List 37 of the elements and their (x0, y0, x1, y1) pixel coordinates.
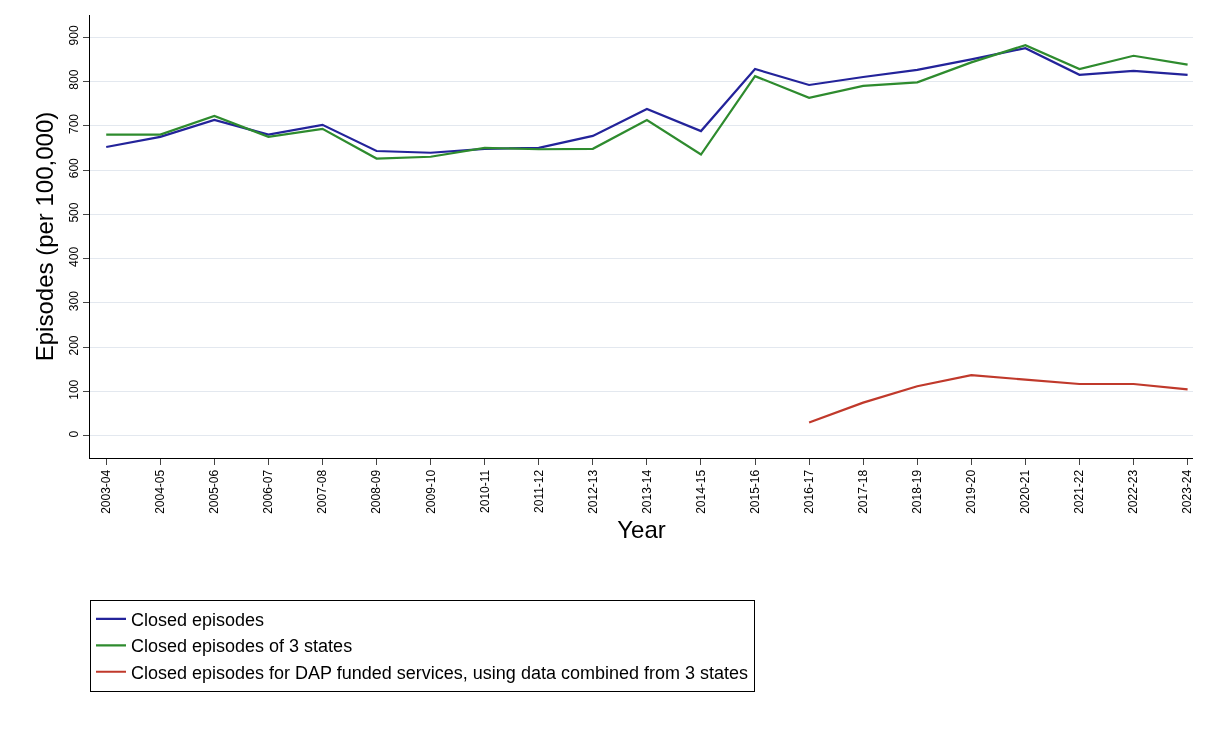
x-axis-title: Year (617, 516, 666, 544)
line-series (808, 374, 1189, 424)
x-tick-label: 2021-22 (1072, 469, 1087, 514)
y-tick-label: 200 (67, 335, 82, 356)
y-tick-label: 600 (67, 157, 82, 179)
y-axis-title: Episodes (per 100,000) (31, 111, 59, 362)
y-tick-label: 300 (67, 290, 82, 312)
x-tick-label: 2012-13 (585, 469, 600, 514)
x-tick-label: 2008-09 (369, 469, 384, 514)
x-tick-label: 2011-12 (531, 469, 546, 513)
x-tick-label: 2004-05 (153, 469, 168, 514)
x-tick-label: 2005-06 (207, 469, 222, 514)
y-tick-label: 900 (67, 25, 82, 46)
x-tick-label: 2006-07 (261, 469, 276, 514)
x-tick-label: 2017-18 (856, 469, 871, 514)
x-tick-label: 2022-23 (1126, 469, 1141, 514)
x-tick-label: 2014-15 (693, 469, 708, 514)
x-tick-label: 2009-10 (423, 469, 438, 514)
y-tick-label: 700 (67, 113, 82, 134)
x-tick-label: 2020-21 (1018, 469, 1033, 514)
x-tick-label: 2003-04 (99, 469, 114, 514)
x-tick-label: 2007-08 (315, 469, 330, 514)
x-tick-label: 2019-20 (964, 469, 979, 514)
x-tick-label: 2010-11 (477, 469, 492, 513)
y-tick-label: 800 (67, 69, 82, 90)
x-tick-label: 2015-16 (747, 469, 762, 514)
y-tick-label: 100 (67, 379, 82, 400)
y-tick-label: 400 (67, 246, 82, 267)
x-tick-label: 2018-19 (910, 469, 925, 514)
legend-label: Closed episodes (131, 609, 265, 630)
y-tick-label: 0 (67, 430, 82, 438)
y-tick-label: 500 (67, 202, 82, 223)
x-tick-label: 2016-17 (802, 469, 817, 514)
x-tick-label: 2013-14 (639, 469, 654, 514)
legend-label: Closed episodes for DAP funded services, using data combined from 3 states (131, 662, 749, 683)
legend-label: Closed episodes of 3 states (131, 636, 353, 657)
x-tick-label: 2023-24 (1180, 469, 1195, 514)
